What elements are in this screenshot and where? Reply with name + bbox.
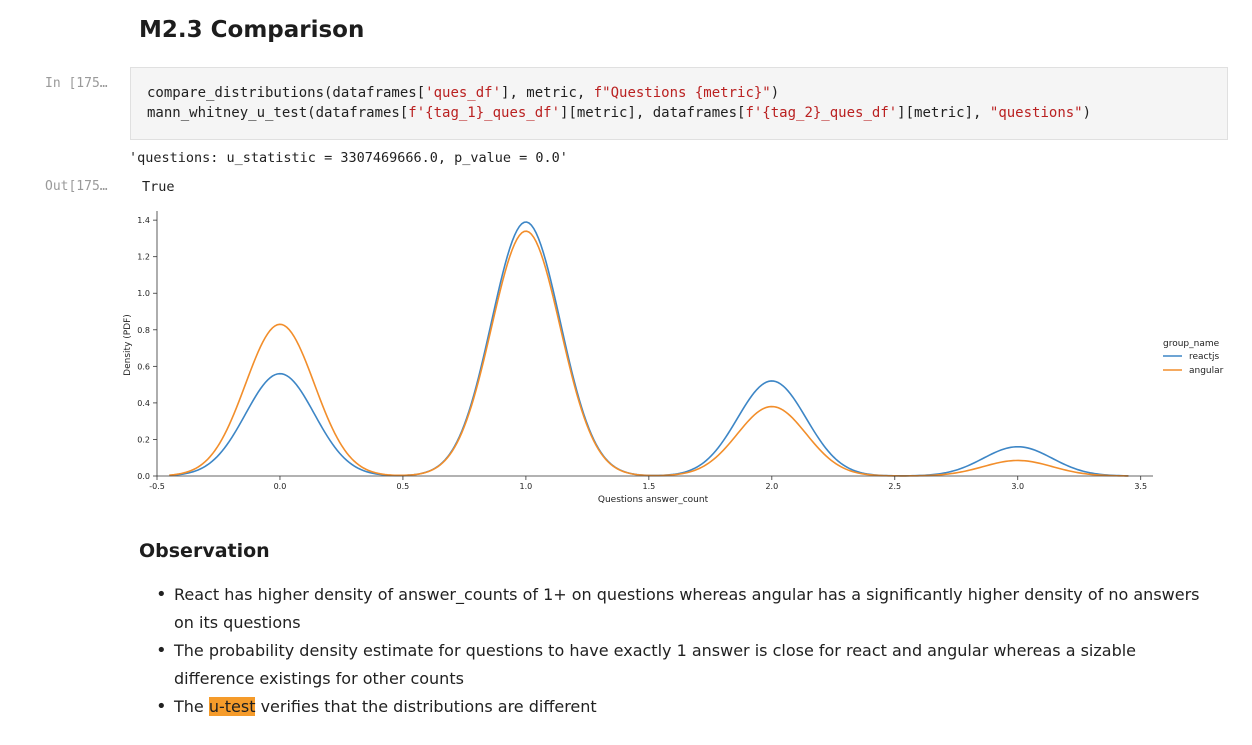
legend-label-reactjs: reactjs bbox=[1189, 352, 1220, 362]
x-tick-label: 1.5 bbox=[642, 482, 655, 491]
y-axis-label: Density (PDF) bbox=[123, 314, 133, 376]
legend-title: group_name bbox=[1163, 339, 1220, 349]
density-chart: -0.5 0.0 0.5 1.0 1.5 2.0 2.5 3.0 3.5 0.00.20.40.… bbox=[123, 211, 1224, 505]
observation-bullet-3: The u-test verifies that the distributio… bbox=[156, 693, 1216, 721]
code-cell-editor[interactable]: compare_distributions(dataframes['ques_d… bbox=[130, 67, 1228, 140]
input-prompt: In [175… bbox=[45, 76, 108, 91]
y-tick-label: 0.0 bbox=[137, 472, 150, 481]
x-tick-label: 0.5 bbox=[397, 482, 410, 491]
y-tick-label: 0.6 bbox=[137, 362, 150, 371]
y-tick-label: 0.4 bbox=[137, 399, 150, 408]
legend: group_name reactjs angular bbox=[1163, 339, 1224, 376]
x-tick-label: 2.5 bbox=[888, 482, 901, 491]
series-line-angular bbox=[169, 230, 1129, 477]
stdout-output: 'questions: u_statistic = 3307469666.0, … bbox=[129, 150, 568, 166]
x-tick-label: 3.5 bbox=[1134, 482, 1147, 491]
series-line-reactjs bbox=[169, 221, 1129, 477]
observation-list: React has higher density of answer_count… bbox=[156, 581, 1216, 721]
y-axis: 0.0 0.2 0.4 0.6 0.8 1.0 1.2 1.4 bbox=[137, 211, 158, 481]
x-tick-label: 2.0 bbox=[765, 482, 778, 491]
x-axis-label: Questions answer_count bbox=[598, 495, 709, 505]
x-tick-label: 3.0 bbox=[1011, 482, 1024, 491]
y-tick-label: 1.4 bbox=[137, 216, 150, 225]
observation-heading: Observation bbox=[139, 540, 270, 562]
y-tick-label: 1.0 bbox=[137, 289, 150, 298]
y-tick-label: 1.2 bbox=[137, 253, 150, 262]
x-tick-label: -0.5 bbox=[149, 482, 165, 491]
x-tick-label: 1.0 bbox=[520, 482, 533, 491]
output-prompt: Out[175… bbox=[45, 179, 108, 194]
y-tick-label: 0.2 bbox=[137, 435, 150, 444]
code-line-2: mann_whitney_u_test(dataframes[f'{tag_1}… bbox=[147, 105, 1092, 121]
plot-area bbox=[169, 221, 1129, 477]
section-title: M2.3 Comparison bbox=[139, 17, 365, 43]
y-tick-label: 0.8 bbox=[137, 326, 150, 335]
observation-bullet-1: React has higher density of answer_count… bbox=[156, 581, 1216, 637]
highlighted-term: u-test bbox=[208, 697, 256, 716]
code-line-1: compare_distributions(dataframes['ques_d… bbox=[147, 85, 780, 101]
legend-label-angular: angular bbox=[1189, 366, 1224, 376]
x-tick-label: 0.0 bbox=[274, 482, 287, 491]
x-axis: -0.5 0.0 0.5 1.0 1.5 2.0 2.5 3.0 3.5 bbox=[149, 475, 1153, 491]
observation-bullet-2: The probability density estimate for que… bbox=[156, 637, 1216, 693]
output-value: True bbox=[142, 179, 175, 195]
